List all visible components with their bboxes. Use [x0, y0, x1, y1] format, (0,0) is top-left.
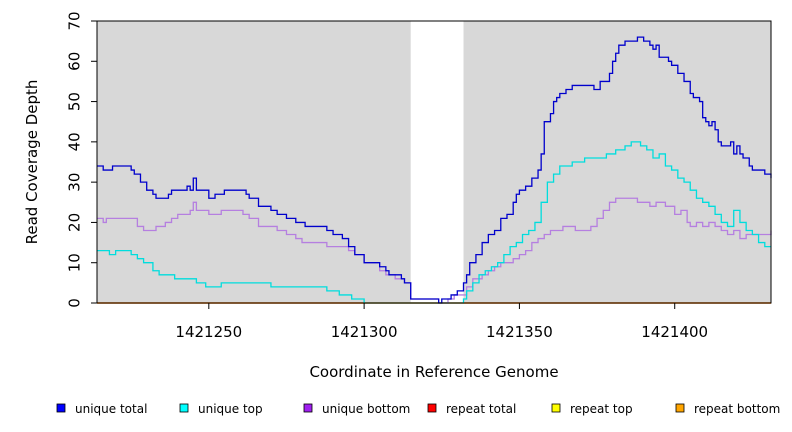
legend: unique total unique top unique bottom repea…	[56, 402, 780, 416]
legend-swatch	[427, 403, 437, 413]
legend-label: repeat bottom	[694, 402, 780, 416]
legend-label: unique bottom	[322, 402, 410, 416]
x-tick-label: 1421300	[331, 323, 398, 341]
y-tick-label: 0	[65, 298, 83, 308]
x-axis: 1421250 1421300 1421350 1421400	[175, 303, 708, 341]
legend-swatch	[303, 403, 313, 413]
y-tick-label: 70	[65, 11, 83, 30]
legend-item-unique-bottom: unique bottom	[303, 402, 410, 416]
y-tick-label: 10	[65, 253, 83, 272]
legend-swatch	[56, 403, 66, 413]
legend-item-repeat-bottom: repeat bottom	[675, 402, 780, 416]
y-axis: 0 10 20 30 40 50 60 70	[65, 11, 97, 308]
y-tick-label: 30	[65, 173, 83, 192]
legend-item-repeat-top: repeat top	[551, 402, 633, 416]
shaded-region-1	[463, 21, 771, 303]
legend-swatch	[675, 403, 685, 413]
legend-label: unique top	[198, 402, 263, 416]
x-tick-label: 1421400	[641, 323, 708, 341]
legend-label: unique total	[75, 402, 147, 416]
legend-item-repeat-total: repeat total	[427, 402, 516, 416]
legend-label: repeat total	[446, 402, 516, 416]
y-axis-label: Read Coverage Depth	[23, 80, 41, 245]
y-tick-label: 60	[65, 52, 83, 71]
series-line-unique-top	[97, 141, 771, 304]
shaded-regions	[97, 21, 771, 303]
legend-item-unique-total: unique total	[56, 402, 147, 416]
legend-item-unique-top: unique top	[179, 402, 263, 416]
x-tick-label: 1421350	[486, 323, 553, 341]
shaded-region-0	[97, 21, 411, 303]
legend-swatch	[179, 403, 189, 413]
x-tick-label: 1421250	[175, 323, 242, 341]
x-axis-label: Coordinate in Reference Genome	[309, 363, 558, 381]
y-tick-label: 20	[65, 213, 83, 232]
legend-label: repeat top	[570, 402, 633, 416]
series-line-unique-total	[97, 36, 772, 304]
legend-swatch	[551, 403, 561, 413]
y-tick-label: 40	[65, 132, 83, 151]
plot-frame	[96, 20, 772, 304]
y-tick-label: 50	[65, 92, 83, 111]
